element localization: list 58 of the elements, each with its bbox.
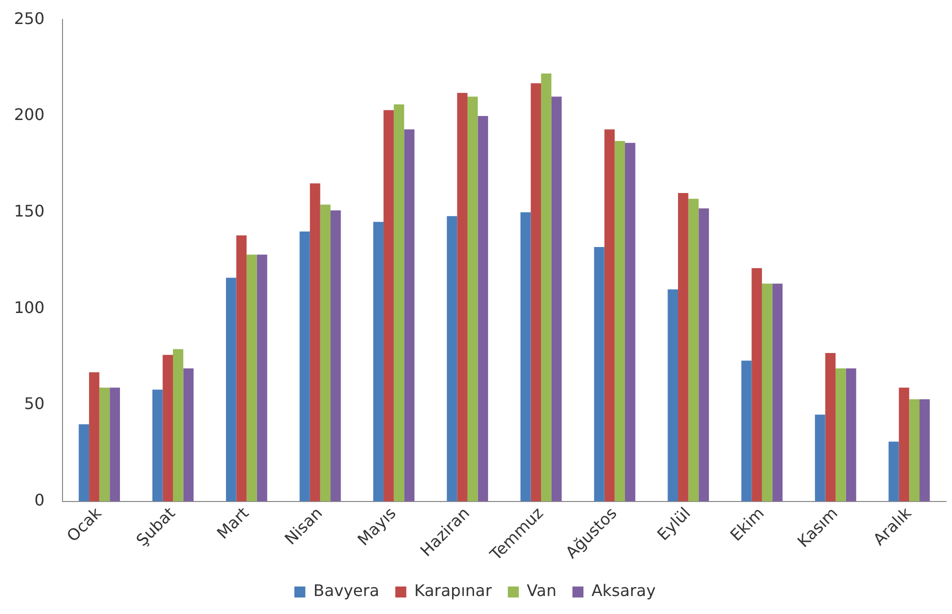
bar <box>89 372 100 502</box>
legend-label: Bavyera <box>313 581 380 600</box>
bar <box>226 278 236 502</box>
bar <box>384 110 394 502</box>
bar <box>246 254 257 502</box>
bar <box>300 232 310 502</box>
bar <box>825 352 836 502</box>
y-tick-label: 150 <box>14 201 45 220</box>
bar <box>668 289 678 502</box>
bar <box>762 284 772 502</box>
bar <box>836 368 846 502</box>
bar <box>467 96 478 502</box>
y-tick-label: 250 <box>14 8 45 28</box>
bar <box>919 399 930 502</box>
bar <box>520 212 531 502</box>
bar <box>846 368 856 502</box>
y-tick-label: 100 <box>14 298 45 317</box>
bar <box>172 349 184 502</box>
bar <box>320 204 331 502</box>
bar <box>909 399 920 502</box>
bar <box>741 360 752 502</box>
bar <box>614 140 626 502</box>
bar <box>688 198 699 502</box>
y-tick-label: 200 <box>14 105 45 124</box>
bar <box>898 388 910 502</box>
bar <box>457 92 468 502</box>
bar <box>310 183 320 502</box>
legend-label: Van <box>526 581 556 600</box>
bar <box>478 116 488 502</box>
bar <box>152 390 163 502</box>
bar <box>678 193 688 502</box>
legend-label: Karapınar <box>414 581 492 600</box>
bar <box>604 129 615 502</box>
legend-label: Aksaray <box>591 581 656 600</box>
bar <box>236 235 247 502</box>
bar <box>541 74 552 502</box>
y-tick-label: 50 <box>24 394 45 414</box>
bar <box>888 442 899 502</box>
bar <box>530 83 542 502</box>
bar <box>772 284 783 502</box>
bar <box>446 216 458 502</box>
bar <box>183 368 194 502</box>
bar <box>625 142 636 502</box>
bar <box>394 104 404 502</box>
bar <box>330 210 341 502</box>
bar <box>78 424 90 502</box>
bar <box>373 222 384 502</box>
bar <box>99 388 110 502</box>
bar <box>698 208 709 502</box>
bar <box>752 268 762 502</box>
bar <box>256 254 268 502</box>
bar <box>110 388 120 502</box>
y-tick-label: 0 <box>34 490 45 510</box>
bar <box>551 96 562 502</box>
bar <box>404 129 414 502</box>
bar <box>814 414 826 502</box>
bar <box>594 246 604 502</box>
bar <box>162 354 173 502</box>
